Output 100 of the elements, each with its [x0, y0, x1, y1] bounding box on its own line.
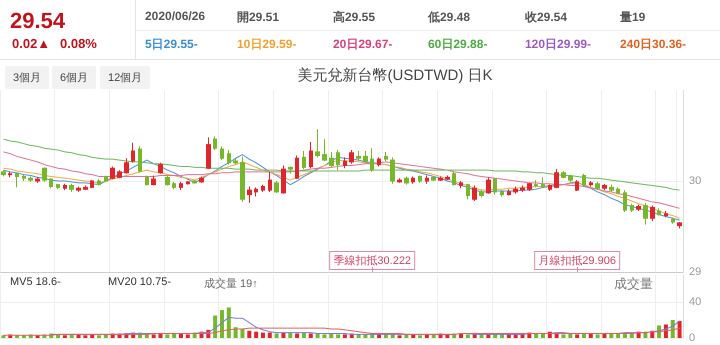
candlestick	[295, 155, 299, 180]
candlestick	[507, 188, 511, 196]
bar	[152, 334, 156, 338]
candlestick	[288, 166, 293, 174]
y-tick-label: 30	[689, 175, 702, 187]
line-series	[2, 138, 680, 191]
bar	[678, 320, 682, 338]
candlestick	[459, 180, 463, 189]
text: 2020/06/26	[145, 9, 206, 23]
bar	[308, 334, 313, 338]
bar	[165, 334, 170, 338]
text: 收29.54	[525, 9, 568, 26]
candlestick	[534, 180, 538, 188]
candlestick	[479, 188, 484, 198]
candlestick	[349, 150, 354, 164]
candlestick	[35, 176, 40, 184]
candlestick	[636, 204, 641, 212]
candlestick	[76, 186, 81, 192]
candlestick	[268, 171, 272, 192]
candlestick	[227, 150, 231, 166]
text: 低29.48	[428, 9, 470, 26]
candlestick	[377, 156, 381, 167]
candlestick	[110, 166, 115, 180]
candlestick	[179, 181, 183, 191]
bar	[62, 335, 67, 338]
bar	[234, 327, 238, 338]
candlestick	[233, 158, 238, 166]
candlestick	[520, 185, 525, 192]
candlestick	[356, 150, 361, 162]
candlestick	[97, 178, 101, 186]
bar	[561, 334, 566, 338]
bar	[575, 334, 580, 338]
candlestick	[561, 170, 566, 179]
candlestick	[90, 180, 94, 189]
candlestick	[69, 183, 74, 192]
candlestick	[49, 178, 53, 189]
candlestick	[151, 175, 156, 186]
candlestick	[418, 175, 422, 184]
candlestick	[548, 184, 552, 192]
bar	[268, 332, 272, 338]
text: 29.54	[10, 8, 66, 34]
candlestick	[261, 184, 265, 192]
candlestick	[186, 180, 190, 186]
candlestick	[472, 185, 477, 202]
bar	[260, 332, 265, 338]
bar	[226, 307, 231, 338]
text: 0.08%	[60, 36, 97, 51]
candlestick	[336, 150, 340, 171]
candlestick	[493, 178, 497, 196]
candlestick	[431, 176, 436, 182]
candlestick	[192, 180, 197, 184]
y-tick-label: 0	[689, 332, 696, 344]
text: 10日29.59-	[237, 36, 296, 53]
text: 12個月	[100, 66, 150, 89]
candlestick	[664, 210, 668, 218]
candlestick	[568, 174, 573, 182]
candlestick	[390, 156, 395, 184]
candlestick	[438, 176, 443, 182]
candlestick	[602, 183, 607, 191]
bar	[342, 334, 347, 338]
candlestick	[22, 174, 26, 182]
candlestick	[199, 176, 204, 184]
candlestick	[213, 136, 217, 151]
bar	[83, 335, 88, 338]
candlestick	[131, 142, 135, 164]
candlestick	[158, 162, 163, 174]
candlestick	[83, 185, 88, 191]
candlestick	[452, 171, 456, 186]
candlestick	[404, 176, 409, 186]
candlestick	[500, 190, 504, 197]
candlestick	[63, 183, 67, 191]
bar	[288, 332, 292, 338]
candlestick	[466, 183, 470, 200]
annotation: MV20 10.75-	[108, 276, 171, 288]
bar	[596, 334, 600, 338]
candlestick	[513, 186, 518, 194]
candlestick	[541, 176, 545, 189]
bar	[220, 310, 224, 338]
candlestick	[425, 175, 429, 184]
chart-title: 美元兌新台幣(USDTWD) 日K	[298, 67, 492, 84]
bar	[336, 334, 340, 338]
candlestick	[309, 141, 313, 169]
candlestick	[411, 176, 415, 184]
bar	[302, 332, 306, 338]
candlestick	[589, 180, 593, 187]
bar	[240, 329, 244, 338]
candlestick	[630, 203, 634, 212]
candlestick	[240, 156, 245, 202]
candlestick	[206, 136, 211, 170]
annotation: 成交量	[614, 275, 653, 293]
candlestick	[28, 176, 33, 182]
candlestick	[657, 208, 661, 216]
candlestick	[1, 170, 6, 177]
candlestick	[343, 156, 347, 169]
bar	[186, 334, 190, 338]
candlestick	[575, 180, 579, 192]
candlestick	[370, 148, 374, 172]
text: 6個月	[52, 66, 96, 89]
bar	[97, 335, 102, 338]
bar	[418, 335, 422, 338]
